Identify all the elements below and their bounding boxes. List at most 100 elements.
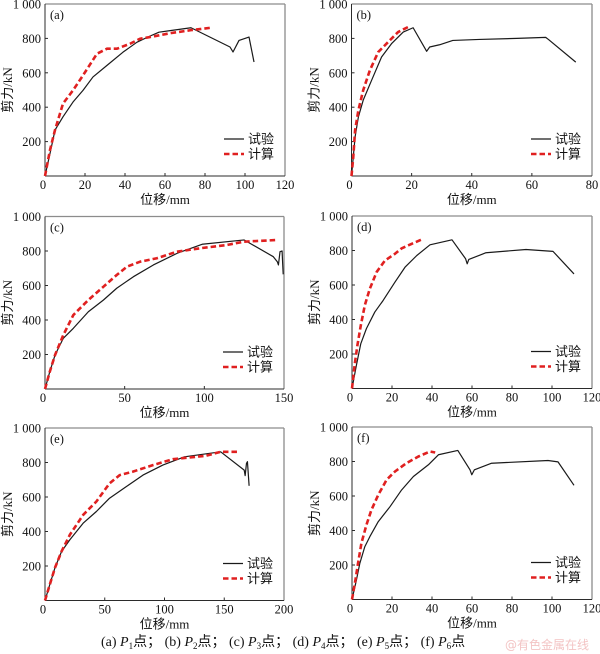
caption-separator: ； [403, 635, 421, 650]
caption-item-suffix: 点 [197, 635, 212, 650]
y-tick-label: 800 [22, 32, 41, 46]
caption-separator: ； [147, 635, 165, 650]
legend-label: 试验 [247, 556, 273, 571]
legend-label: 试验 [555, 555, 581, 570]
x-tick-label: 80 [199, 178, 212, 192]
panel-label: (f) [357, 431, 370, 445]
x-tick-label: 80 [586, 178, 599, 192]
caption-item-suffix: 点 [325, 635, 340, 650]
y-tick-label: 600 [22, 491, 41, 505]
x-tick-label: 0 [347, 391, 353, 405]
x-tick-label: 100 [543, 602, 562, 616]
caption-item: (a) P1点 [101, 635, 147, 651]
chart-panel-d: 0 20 40 60 80 100 120 200 400 600 800 1 000 位移/mm 剪力/… [307, 210, 600, 420]
x-tick-label: 20 [386, 391, 399, 405]
test-curve [351, 449, 575, 600]
caption-separator: ； [339, 635, 357, 650]
caption-item-var: P [312, 635, 321, 650]
y-tick-label: 600 [329, 66, 348, 80]
y-tick-label: 400 [329, 524, 348, 538]
caption-item-sub: 3 [256, 641, 262, 651]
x-tick-label: 120 [583, 391, 600, 405]
caption-item-suffix: 点 [261, 635, 276, 650]
caption-item-sub: 2 [193, 641, 198, 651]
caption-item-label: (a) [101, 635, 117, 650]
y-tick-label: 200 [329, 348, 348, 362]
y-axis-title: 剪力/kN [307, 490, 322, 536]
calc-curve [43, 26, 212, 177]
y-axis-title: 剪力/kN [307, 279, 322, 325]
caption-item: (e) P5点 [357, 635, 404, 651]
test-curve [44, 27, 255, 177]
x-tick-label: 40 [426, 391, 439, 405]
figure-caption: (a) P1点； (b) P2点； (c) P3点； (d) P4点； (e) … [101, 631, 465, 651]
x-tick-label: 50 [118, 391, 131, 405]
x-tick-label: 0 [40, 178, 46, 192]
x-tick-label: 100 [543, 391, 562, 405]
legend-label: 试验 [247, 345, 273, 360]
y-tick-label: 1 000 [320, 421, 348, 435]
x-tick-label: 80 [506, 602, 519, 616]
y-axis-title: 剪力/kN [0, 279, 15, 325]
y-tick-label: 1 000 [320, 210, 348, 224]
x-tick-label: 60 [466, 391, 479, 405]
x-axis-title: 位移/mm [140, 617, 190, 632]
x-tick-label: 100 [236, 178, 255, 192]
x-tick-label: 60 [159, 178, 172, 192]
y-tick-label: 1 000 [319, 0, 347, 12]
caption-item: (b) P2点 [165, 635, 212, 651]
x-tick-label: 60 [466, 602, 479, 616]
calc-curve [350, 238, 422, 389]
caption-item-sub: 6 [446, 641, 452, 651]
x-tick-label: 0 [40, 391, 46, 405]
y-tick-label: 800 [329, 32, 348, 46]
caption-item-var: P [120, 635, 129, 650]
y-axis-title: 剪力/kN [307, 67, 322, 113]
test-curve [351, 239, 575, 389]
x-tick-label: 20 [405, 178, 418, 192]
x-tick-label: 150 [215, 603, 234, 617]
caption-item-suffix: 点 [389, 635, 404, 650]
x-tick-label: 20 [79, 178, 92, 192]
legend-label: 试验 [248, 132, 274, 147]
caption-item-label: (c) [229, 635, 245, 650]
y-tick-label: 600 [329, 490, 348, 504]
chart-panel-c: 0 50 100 150 200 400 600 800 1 000 位移/mm 剪力/kN (c) 试… [0, 210, 293, 420]
x-tick-label: 120 [276, 178, 295, 192]
y-tick-label: 400 [22, 314, 41, 328]
x-tick-label: 150 [275, 391, 294, 405]
legend-label: 计算 [555, 359, 581, 374]
y-axis-title: 剪力/kN [0, 67, 15, 113]
x-tick-label: 80 [506, 391, 519, 405]
legend-label: 试验 [555, 132, 581, 147]
caption-item-label: (f) [420, 635, 435, 650]
chart-panel-f: 0 20 40 60 80 100 120 200 400 600 800 1 000 位移/mm 剪力/… [307, 421, 600, 631]
y-tick-label: 800 [329, 244, 348, 258]
x-tick-label: 0 [346, 178, 352, 192]
x-tick-label: 0 [347, 602, 353, 616]
legend-label: 计算 [555, 147, 581, 162]
y-tick-label: 800 [329, 455, 348, 469]
y-axis-title: 剪力/kN [0, 491, 15, 537]
x-tick-label: 200 [275, 603, 294, 617]
legend-label: 计算 [555, 570, 581, 585]
x-tick-label: 20 [386, 602, 399, 616]
y-tick-label: 800 [22, 245, 41, 259]
caption-separator: ； [275, 635, 293, 650]
chart-panel-a: 0 20 40 60 80 100 120 200 400 600 800 1 000 位移/mm 剪力/… [0, 0, 294, 207]
y-tick-label: 200 [22, 135, 41, 149]
y-tick-label: 200 [22, 560, 41, 574]
x-axis-title: 位移/mm [140, 192, 190, 207]
x-tick-label: 50 [99, 603, 112, 617]
x-tick-label: 100 [155, 603, 174, 617]
legend-label: 计算 [247, 571, 273, 586]
caption-item-var: P [248, 635, 257, 650]
panel-label: (a) [50, 8, 64, 22]
caption-item-sub: 4 [321, 641, 326, 651]
x-tick-label: 0 [40, 603, 46, 617]
y-tick-label: 600 [22, 66, 41, 80]
y-tick-label: 600 [22, 279, 41, 293]
